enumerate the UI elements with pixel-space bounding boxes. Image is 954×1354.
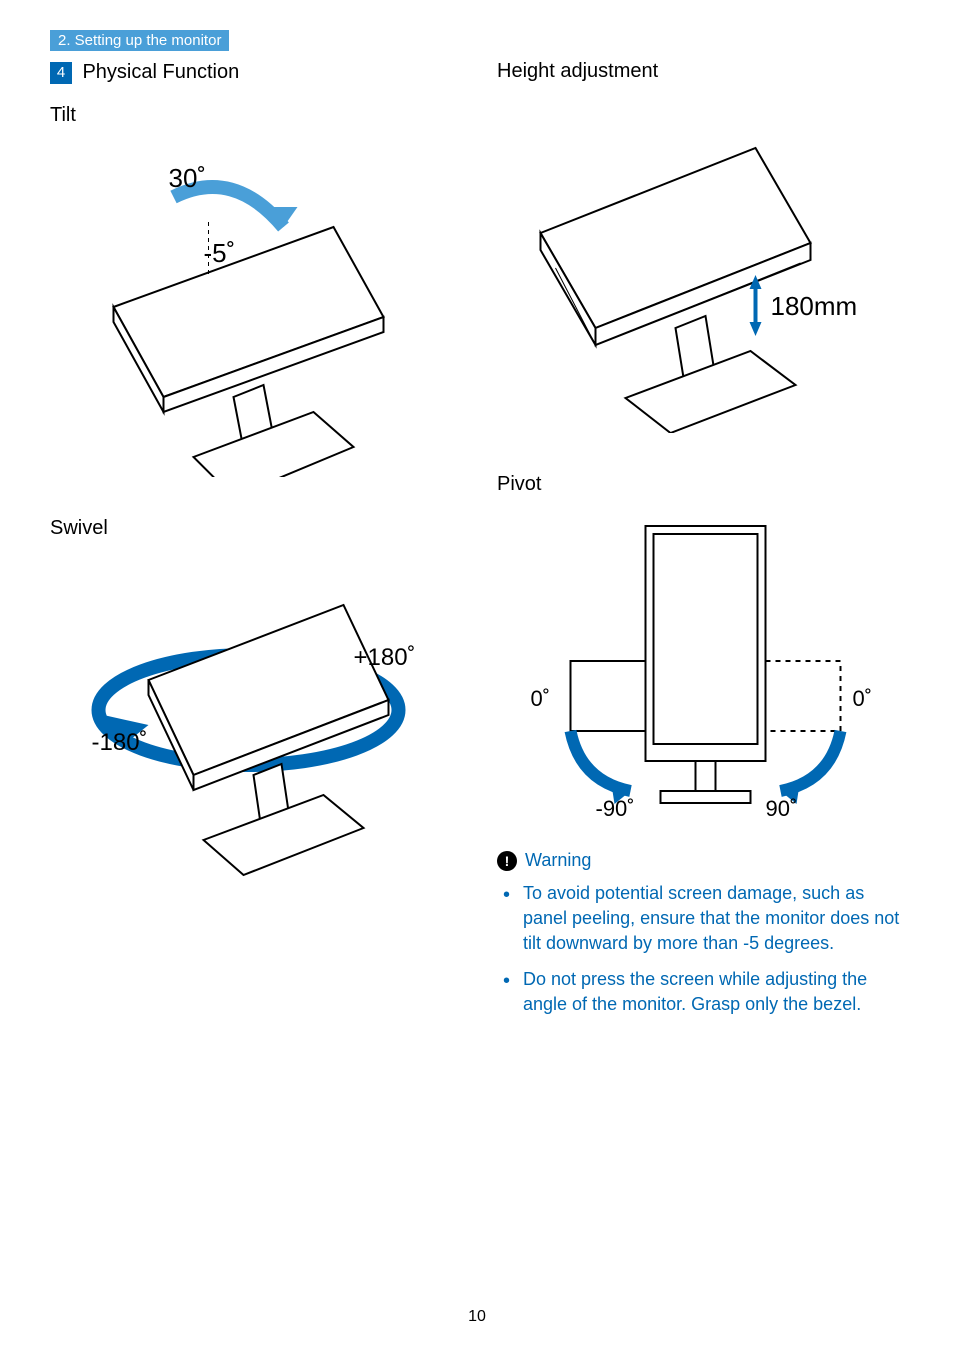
tilt-figure: 30˚ -5˚: [50, 137, 457, 477]
pivot-bottom-right-label: 90˚: [766, 796, 798, 821]
pivot-bottom-left-label: -90˚: [596, 796, 635, 821]
pivot-heading: Pivot: [497, 473, 904, 496]
warning-item: To avoid potential screen damage, such a…: [497, 881, 904, 957]
pivot-top-left-label: 0˚: [531, 686, 551, 711]
page-number: 10: [0, 1308, 954, 1326]
section-title: Physical Function: [82, 61, 239, 84]
right-column: Height adjustment 180m: [497, 92, 904, 1027]
swivel-left-label: -180˚: [92, 729, 148, 756]
height-value-label: 180mm: [771, 291, 858, 321]
tilt-heading: Tilt: [50, 104, 457, 127]
tilt-forward-angle-label: -5˚: [204, 238, 236, 268]
section-number-badge: 4: [50, 62, 72, 84]
tilt-back-angle-label: 30˚: [169, 163, 207, 193]
warning-heading: ! Warning: [497, 850, 904, 871]
warning-icon: !: [497, 851, 517, 871]
height-heading: Height adjustment: [497, 60, 904, 83]
warning-list: To avoid potential screen damage, such a…: [497, 881, 904, 1017]
pivot-top-right-label: 0˚: [853, 686, 873, 711]
breadcrumb: 2. Setting up the monitor: [50, 30, 229, 51]
left-column: Tilt 30˚ -5˚ Swiv: [50, 92, 457, 1027]
height-figure: 180mm: [497, 93, 904, 433]
warning-label: Warning: [525, 850, 591, 871]
pivot-figure: 0˚ 0˚ -90˚ 90˚: [497, 506, 904, 836]
swivel-figure: -180˚ +180˚: [50, 550, 457, 880]
warning-item: Do not press the screen while adjusting …: [497, 967, 904, 1017]
swivel-right-label: +180˚: [354, 644, 416, 671]
swivel-heading: Swivel: [50, 517, 457, 540]
